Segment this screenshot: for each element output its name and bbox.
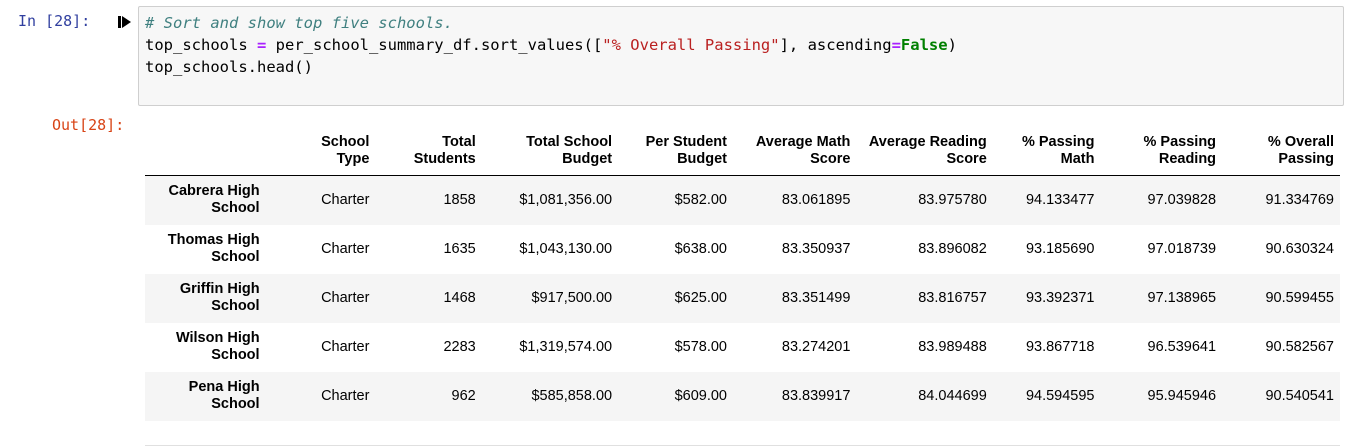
table-cell: 2283: [443, 339, 476, 355]
table-cell: Charter: [321, 388, 370, 404]
code-string: "% Overall Passing": [602, 36, 780, 54]
table-cell: 83.989488: [918, 339, 987, 355]
code-line: top_schools.head(): [145, 58, 313, 76]
table-cell: 93.867718: [1025, 339, 1095, 355]
table-cell: $917,500.00: [531, 290, 613, 306]
code-editor[interactable]: # Sort and show top five schools. top_sc…: [145, 12, 957, 78]
table-cell: $582.00: [674, 192, 727, 209]
code-token: ], ascending: [779, 36, 892, 54]
code-token: ): [947, 36, 957, 54]
table-cell: $585,858.00: [531, 388, 613, 404]
column-header: % Overall Passing: [1222, 118, 1340, 176]
table-cell: 83.975780: [918, 192, 987, 209]
header-row: School Type Total Students Total School Bud…: [145, 118, 1340, 176]
table-row: Griffin High School Charter 1468 $917,500.00…: [145, 273, 1340, 323]
row-index: Cabrera High School: [168, 183, 260, 217]
table-cell: 83.896082: [918, 241, 987, 257]
table-cell: 97.039828: [1147, 192, 1217, 209]
table-cell: 83.839917: [781, 388, 851, 404]
code-token: top_schools: [145, 36, 257, 54]
column-header: Per Student Budget: [618, 118, 733, 176]
table-cell: 97.018739: [1147, 241, 1217, 257]
table-row: Pena High School Charter 962 $585,858.00 $609…: [145, 371, 1340, 421]
output-prompt: Out[28]:: [52, 116, 125, 134]
table-row: Cabrera High School Charter 1858 $1,081,356.…: [145, 175, 1340, 225]
input-prompt: In [28]:: [18, 12, 91, 30]
table-row: Wilson High School Charter 2283 $1,319,574.0…: [145, 323, 1340, 372]
table-cell: 93.185690: [1025, 241, 1095, 257]
code-comment: # Sort and show top five schools.: [145, 14, 453, 32]
table-cell: 90.599455: [1265, 290, 1334, 306]
code-keyword: False: [900, 36, 948, 54]
table-cell: 1858: [443, 192, 476, 209]
table-cell: Charter: [321, 339, 370, 355]
table-cell: 90.540541: [1265, 388, 1334, 404]
table-cell: 96.539641: [1147, 339, 1217, 355]
table-cell: $638.00: [674, 241, 727, 257]
table-cell: 83.061895: [781, 192, 851, 209]
table-row: Thomas High School Charter 1635 $1,043,130.0…: [145, 225, 1340, 274]
output-area: School Type Total Students Total School Bud…: [145, 118, 1340, 421]
dataframe-table: School Type Total Students Total School Bud…: [145, 118, 1340, 421]
column-header: School Type: [265, 118, 376, 176]
table-cell: 83.351499: [781, 290, 851, 306]
table-cell: 94.133477: [1025, 192, 1095, 209]
table-cell: 83.350937: [781, 241, 851, 257]
table-cell: 91.334769: [1265, 192, 1334, 209]
table-cell: Charter: [321, 192, 370, 209]
column-header: % Passing Math: [992, 118, 1101, 176]
code-operator: =: [256, 36, 267, 54]
table-cell: 97.138965: [1147, 290, 1217, 306]
column-header: % Passing Reading: [1100, 118, 1223, 176]
table-cell: $1,081,356.00: [519, 192, 613, 209]
table-cell: 90.582567: [1265, 339, 1334, 355]
table-cell: 90.630324: [1265, 241, 1334, 257]
table-cell: $1,043,130.00: [519, 241, 613, 257]
table-cell: 1635: [443, 241, 476, 257]
cell-divider: [145, 445, 1340, 446]
table-cell: $625.00: [674, 290, 727, 306]
table-cell: 83.274201: [781, 339, 851, 355]
code-token: per_school_summary_df.sort_values([: [266, 36, 603, 54]
column-header: Total School Budget: [481, 118, 619, 176]
table-cell: 95.945946: [1147, 388, 1217, 404]
run-cell-icon[interactable]: [118, 15, 132, 29]
table-cell: 93.392371: [1025, 290, 1095, 306]
row-index: Griffin High School: [179, 281, 260, 314]
table-cell: $1,319,574.00: [519, 339, 613, 355]
code-input-area[interactable]: # Sort and show top five schools. top_sc…: [138, 6, 1344, 106]
column-header: Total Students: [375, 118, 482, 176]
row-index: Thomas High School: [167, 232, 260, 265]
column-header: Average Math Score: [733, 118, 857, 176]
table-cell: 962: [451, 388, 476, 404]
table-cell: $609.00: [674, 388, 727, 404]
table-cell: Charter: [321, 241, 370, 257]
row-index: Pena High School: [188, 379, 260, 412]
row-index: Wilson High School: [175, 330, 260, 363]
index-header: [145, 118, 266, 176]
table-cell: 94.594595: [1025, 388, 1095, 404]
table-cell: $578.00: [674, 339, 727, 355]
table-cell: 1468: [443, 290, 476, 306]
table-cell: 83.816757: [918, 290, 987, 306]
table-cell: Charter: [321, 290, 370, 306]
code-operator: =: [891, 36, 901, 54]
column-header: Average Reading Score: [856, 118, 993, 176]
table-cell: 84.044699: [918, 388, 987, 404]
